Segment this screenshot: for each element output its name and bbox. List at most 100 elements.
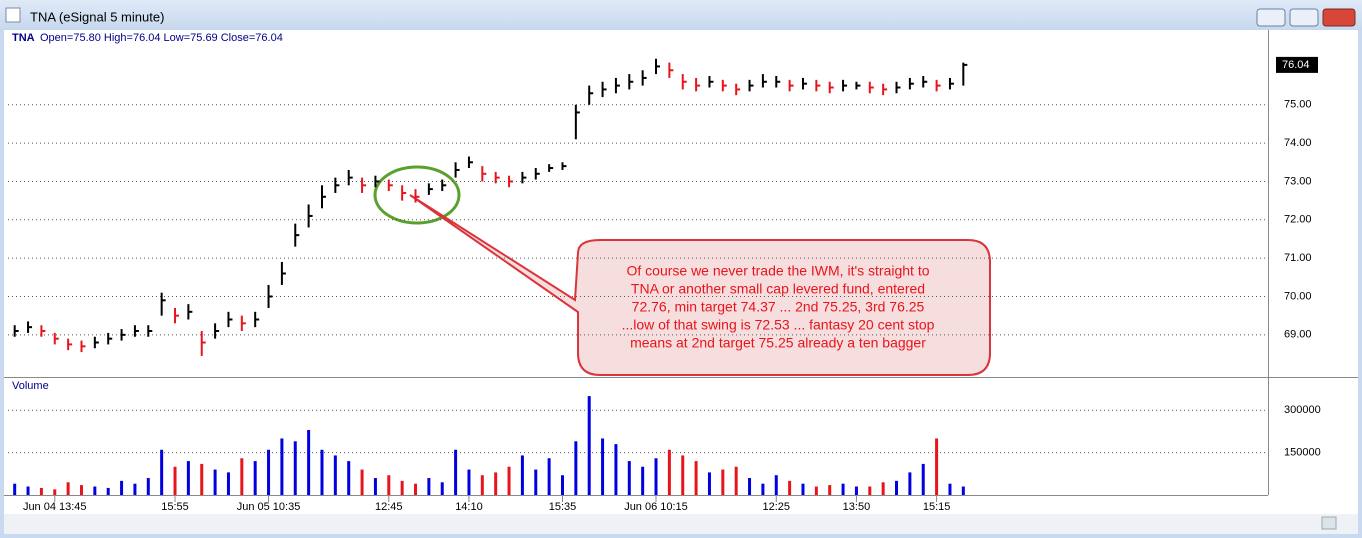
- volume-bar: [467, 469, 471, 495]
- volume-bar: [120, 480, 124, 495]
- volume-bar: [39, 487, 43, 495]
- volume-bar: [520, 455, 524, 495]
- volume-bar: [400, 480, 404, 495]
- last-price-box: [1276, 56, 1318, 73]
- volume-bar: [427, 478, 431, 495]
- scroll-thumb[interactable]: [1321, 516, 1337, 530]
- volume-bar: [908, 472, 912, 495]
- volume-bar: [440, 482, 444, 495]
- annotation-line: Of course we never trade the IWM, it's s…: [626, 263, 929, 279]
- app-icon: [5, 7, 21, 23]
- volume-bar: [547, 458, 551, 495]
- volume-bar: [240, 458, 244, 495]
- scrollbar[interactable]: [4, 514, 1358, 534]
- volume-bar: [667, 449, 671, 495]
- x-tick-label: 14:10: [455, 501, 483, 513]
- volume-bar: [881, 482, 885, 495]
- y-tick-label: 74.00: [1284, 137, 1312, 149]
- volume-bar: [507, 466, 511, 495]
- volume-bar: [694, 461, 698, 495]
- volume-bar: [948, 483, 952, 495]
- volume-bar: [494, 472, 498, 495]
- volume-bar: [133, 483, 137, 495]
- y-tick-label: 73.00: [1284, 175, 1312, 187]
- volume-bar: [347, 461, 351, 495]
- volume-bar: [160, 449, 164, 495]
- volume-bar: [801, 483, 805, 495]
- x-tick-label: 13:50: [843, 501, 871, 513]
- volume-bar: [186, 461, 190, 495]
- highlight-ellipse: [373, 165, 461, 225]
- volume-bar: [921, 463, 925, 495]
- volume-bar: [854, 486, 858, 495]
- y-tick-label: 71.00: [1284, 252, 1312, 264]
- symbol: TNA: [12, 32, 35, 44]
- annotation-line: TNA or another small cap levered fund, e…: [631, 281, 925, 297]
- annotation-line: ...low of that swing is 72.53 ... fantas…: [622, 317, 935, 333]
- volume-bar: [814, 486, 818, 495]
- volume-bar: [333, 455, 337, 495]
- volume-bar: [307, 430, 311, 495]
- y-tick-label: 72.00: [1284, 214, 1312, 226]
- minimize-button[interactable]: [1256, 8, 1286, 27]
- restore-button[interactable]: [1289, 8, 1319, 27]
- x-tick-label: Jun 06 10:15: [624, 501, 688, 513]
- volume-bar: [293, 441, 297, 495]
- x-tick-label: 15:35: [549, 501, 577, 513]
- window-title: TNA (eSignal 5 minute): [30, 9, 164, 24]
- y-tick-label: 70.00: [1284, 290, 1312, 302]
- y-tick-label: 300000: [1284, 404, 1321, 416]
- volume-bar: [895, 480, 899, 495]
- volume-bar: [587, 396, 591, 495]
- volume-bar: [66, 482, 70, 495]
- volume-bar: [320, 449, 324, 495]
- y-tick-label: 150000: [1284, 447, 1321, 459]
- x-tick-label: Jun 04 13:45: [23, 501, 87, 513]
- x-tick-label: 12:45: [375, 501, 403, 513]
- y-tick-label: 69.00: [1284, 329, 1312, 341]
- volume-bar: [734, 466, 738, 495]
- volume-bar: [841, 483, 845, 495]
- volume-bar: [868, 486, 872, 495]
- callout: [409, 194, 991, 376]
- volume-bar: [79, 485, 83, 495]
- volume-bar: [614, 444, 618, 495]
- volume-bar: [53, 489, 57, 495]
- ohlc-legend: Open=75.80 High=76.04 Low=75.69 Close=76…: [40, 32, 283, 44]
- volume-bar: [774, 475, 778, 495]
- title-bar: [0, 0, 1362, 30]
- volume-bar: [253, 461, 257, 495]
- x-tick-label: 15:15: [923, 501, 951, 513]
- volume-bar: [414, 483, 418, 495]
- annotation-line: means at 2nd target 75.25 already a ten …: [630, 335, 926, 351]
- volume-bar: [721, 469, 725, 495]
- volume-bar: [280, 438, 284, 495]
- close-button[interactable]: [1322, 8, 1356, 27]
- volume-bar: [828, 485, 832, 495]
- volume-bar: [13, 483, 17, 495]
- volume-bar: [654, 458, 658, 495]
- volume-bar: [935, 438, 939, 495]
- volume-bar: [641, 466, 645, 495]
- volume-bar: [387, 475, 391, 495]
- annotation: Of course we never trade the IWM, it's s…: [622, 263, 935, 351]
- x-tick-label: 12:25: [762, 501, 790, 513]
- volume-bar: [213, 469, 217, 495]
- volume-bar: [707, 472, 711, 495]
- y-tick-label: 75.00: [1284, 99, 1312, 111]
- volume-bar: [454, 449, 458, 495]
- volume-bar: [480, 475, 484, 495]
- volume-bar: [226, 472, 230, 495]
- volume-bar: [788, 480, 792, 495]
- volume-bar: [146, 478, 150, 495]
- volume-bar: [106, 487, 110, 495]
- last-price-label: 76.04: [1282, 59, 1310, 71]
- volume-bar: [748, 478, 752, 495]
- volume-bar: [601, 438, 605, 495]
- x-tick-label: 15:55: [161, 501, 189, 513]
- volume-bar: [200, 463, 204, 495]
- annotation-line: 72.76, min target 74.37 ... 2nd 75.25, 3…: [632, 299, 925, 315]
- volume-bar: [373, 478, 377, 495]
- volume-bar: [93, 486, 97, 495]
